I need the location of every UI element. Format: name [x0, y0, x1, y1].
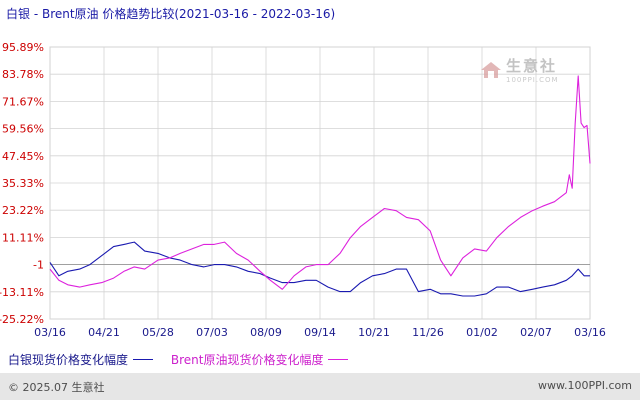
x-tick-label: 08/09: [250, 326, 282, 339]
house-icon: [480, 61, 502, 79]
legend-item-brent: Brent原油现货价格变化幅度: [171, 351, 349, 368]
x-axis-ticks: 03/16 04/21 05/28 07/03 08/09 09/14 10/21 11/26…: [34, 326, 606, 339]
watermark-logo: 生意社 100PPI.COM: [480, 55, 559, 84]
legend-swatch-brent: [328, 359, 349, 360]
y-tick-label: 47.45%: [2, 150, 44, 163]
y-tick-label: 71.67%: [2, 95, 44, 108]
brent-series-line: [49, 75, 591, 290]
x-tick-label: 04/21: [88, 326, 120, 339]
y-tick-label: 95.89%: [2, 41, 44, 54]
y-tick-label: 83.78%: [2, 68, 44, 81]
x-tick-label: 09/14: [304, 326, 336, 339]
y-tick-label: -1: [33, 259, 44, 272]
copyright-text: © 2025.07 生意社: [8, 381, 105, 394]
y-axis-ticks: 95.89% 83.78% 71.67% 59.56% 47.45% 35.33% 23.2…: [0, 41, 44, 326]
y-tick-label: 59.56%: [2, 123, 44, 136]
silver-series-line: [49, 241, 590, 297]
site-link[interactable]: www.100PPI.com: [538, 379, 632, 392]
x-tick-label: 01/02: [466, 326, 498, 339]
y-tick-label: 35.33%: [2, 177, 44, 190]
x-tick-label: 07/03: [196, 326, 228, 339]
legend-item-silver: 白银现货价格变化幅度: [8, 351, 154, 368]
legend-label-brent: Brent原油现货价格变化幅度: [170, 353, 324, 367]
x-tick-label: 05/28: [142, 326, 174, 339]
footer-bar: © 2025.07 生意社 www.100PPI.com: [0, 373, 640, 400]
grid-lines: [49, 46, 591, 320]
x-tick-label: 02/07: [520, 326, 552, 339]
y-tick-label: 23.22%: [2, 204, 44, 217]
chart-title: 白银 - Brent原油 价格趋势比较(2021-03-16 - 2022-03…: [6, 7, 336, 21]
legend-label-silver: 白银现货价格变化幅度: [8, 353, 129, 367]
x-tick-label: 10/21: [358, 326, 390, 339]
x-tick-label: 11/26: [412, 326, 444, 339]
series-group: [49, 75, 591, 297]
x-tick-label: 03/16: [574, 326, 606, 339]
y-tick-label: -13.11%: [0, 286, 44, 299]
y-tick-label: -25.22%: [0, 313, 44, 326]
y-tick-label: 11.11%: [2, 231, 44, 244]
watermark-text: 生意社: [506, 57, 558, 75]
x-tick-label: 03/16: [34, 326, 66, 339]
line-chart: 95.89% 83.78% 71.67% 59.56% 47.45% 35.33% 23.2…: [0, 41, 606, 339]
legend: 白银现货价格变化幅度 Brent原油现货价格变化幅度: [8, 351, 362, 368]
legend-swatch-silver: [133, 359, 154, 360]
watermark-subtext: 100PPI.COM: [506, 76, 559, 84]
